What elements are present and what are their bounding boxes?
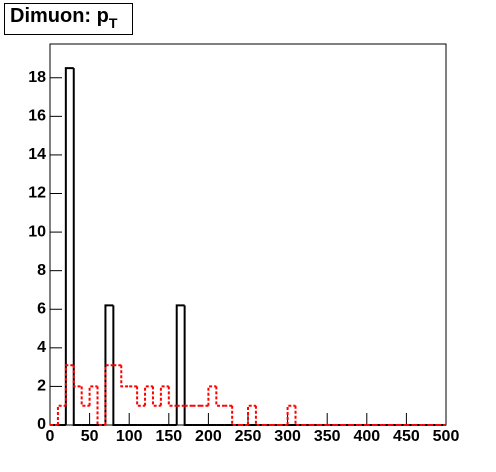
x-tick-label: 50	[81, 428, 99, 445]
x-tick-label: 200	[195, 428, 222, 445]
y-tick-label: 18	[28, 69, 46, 86]
y-tick-label: 2	[37, 378, 46, 395]
histogram-bin	[56, 404, 66, 425]
histogram-bin	[144, 385, 153, 406]
histogram-bin	[159, 385, 169, 406]
y-tick-label: 10	[28, 223, 46, 240]
histogram-bin	[64, 364, 74, 406]
histogram-bin	[254, 405, 264, 426]
y-tick-label: 8	[37, 262, 46, 279]
y-tick-label: 12	[28, 185, 46, 202]
y-tick-label: 0	[37, 416, 46, 433]
histogram-bin	[80, 386, 90, 407]
histogram-bin	[88, 385, 98, 406]
histogram-bin	[294, 405, 304, 426]
y-tick-label: 6	[37, 300, 46, 317]
x-tick-label: 500	[433, 428, 460, 445]
y-tick-label: 14	[28, 146, 46, 163]
histogram-bin	[247, 404, 256, 425]
histogram-bin	[286, 404, 296, 425]
histogram-bin	[183, 305, 193, 426]
x-tick-label: 0	[46, 428, 55, 445]
x-tick-label: 150	[155, 428, 182, 445]
y-tick-label: 16	[28, 108, 46, 125]
histogram-bin	[167, 386, 177, 407]
histogram-bin	[151, 386, 161, 407]
x-tick-label: 250	[235, 428, 262, 445]
histogram-bin	[104, 304, 114, 425]
x-tick-label: 300	[274, 428, 301, 445]
histogram-bin	[72, 68, 82, 426]
histogram-bin	[207, 385, 217, 406]
histogram-bin	[231, 405, 241, 426]
title-subscript: T	[109, 15, 118, 31]
histogram-bin	[112, 305, 122, 426]
histogram-bin	[104, 364, 114, 425]
histogram-bin	[175, 304, 185, 425]
histogram-bin	[72, 365, 82, 388]
x-tick-label: 350	[314, 428, 341, 445]
histogram-bin	[215, 386, 225, 407]
histogram-bin	[64, 67, 74, 425]
histogram-bin	[96, 386, 106, 426]
title-main: Dimuon: p	[10, 5, 109, 27]
histogram-bin	[120, 365, 130, 388]
x-tick-label: 450	[393, 428, 420, 445]
x-tick-label: 400	[353, 428, 380, 445]
y-tick-label: 4	[37, 339, 46, 356]
x-tick-label: 100	[116, 428, 143, 445]
chart-title: Dimuon: pT	[10, 5, 118, 30]
histogram-bin	[136, 386, 146, 407]
title-box	[4, 3, 133, 35]
